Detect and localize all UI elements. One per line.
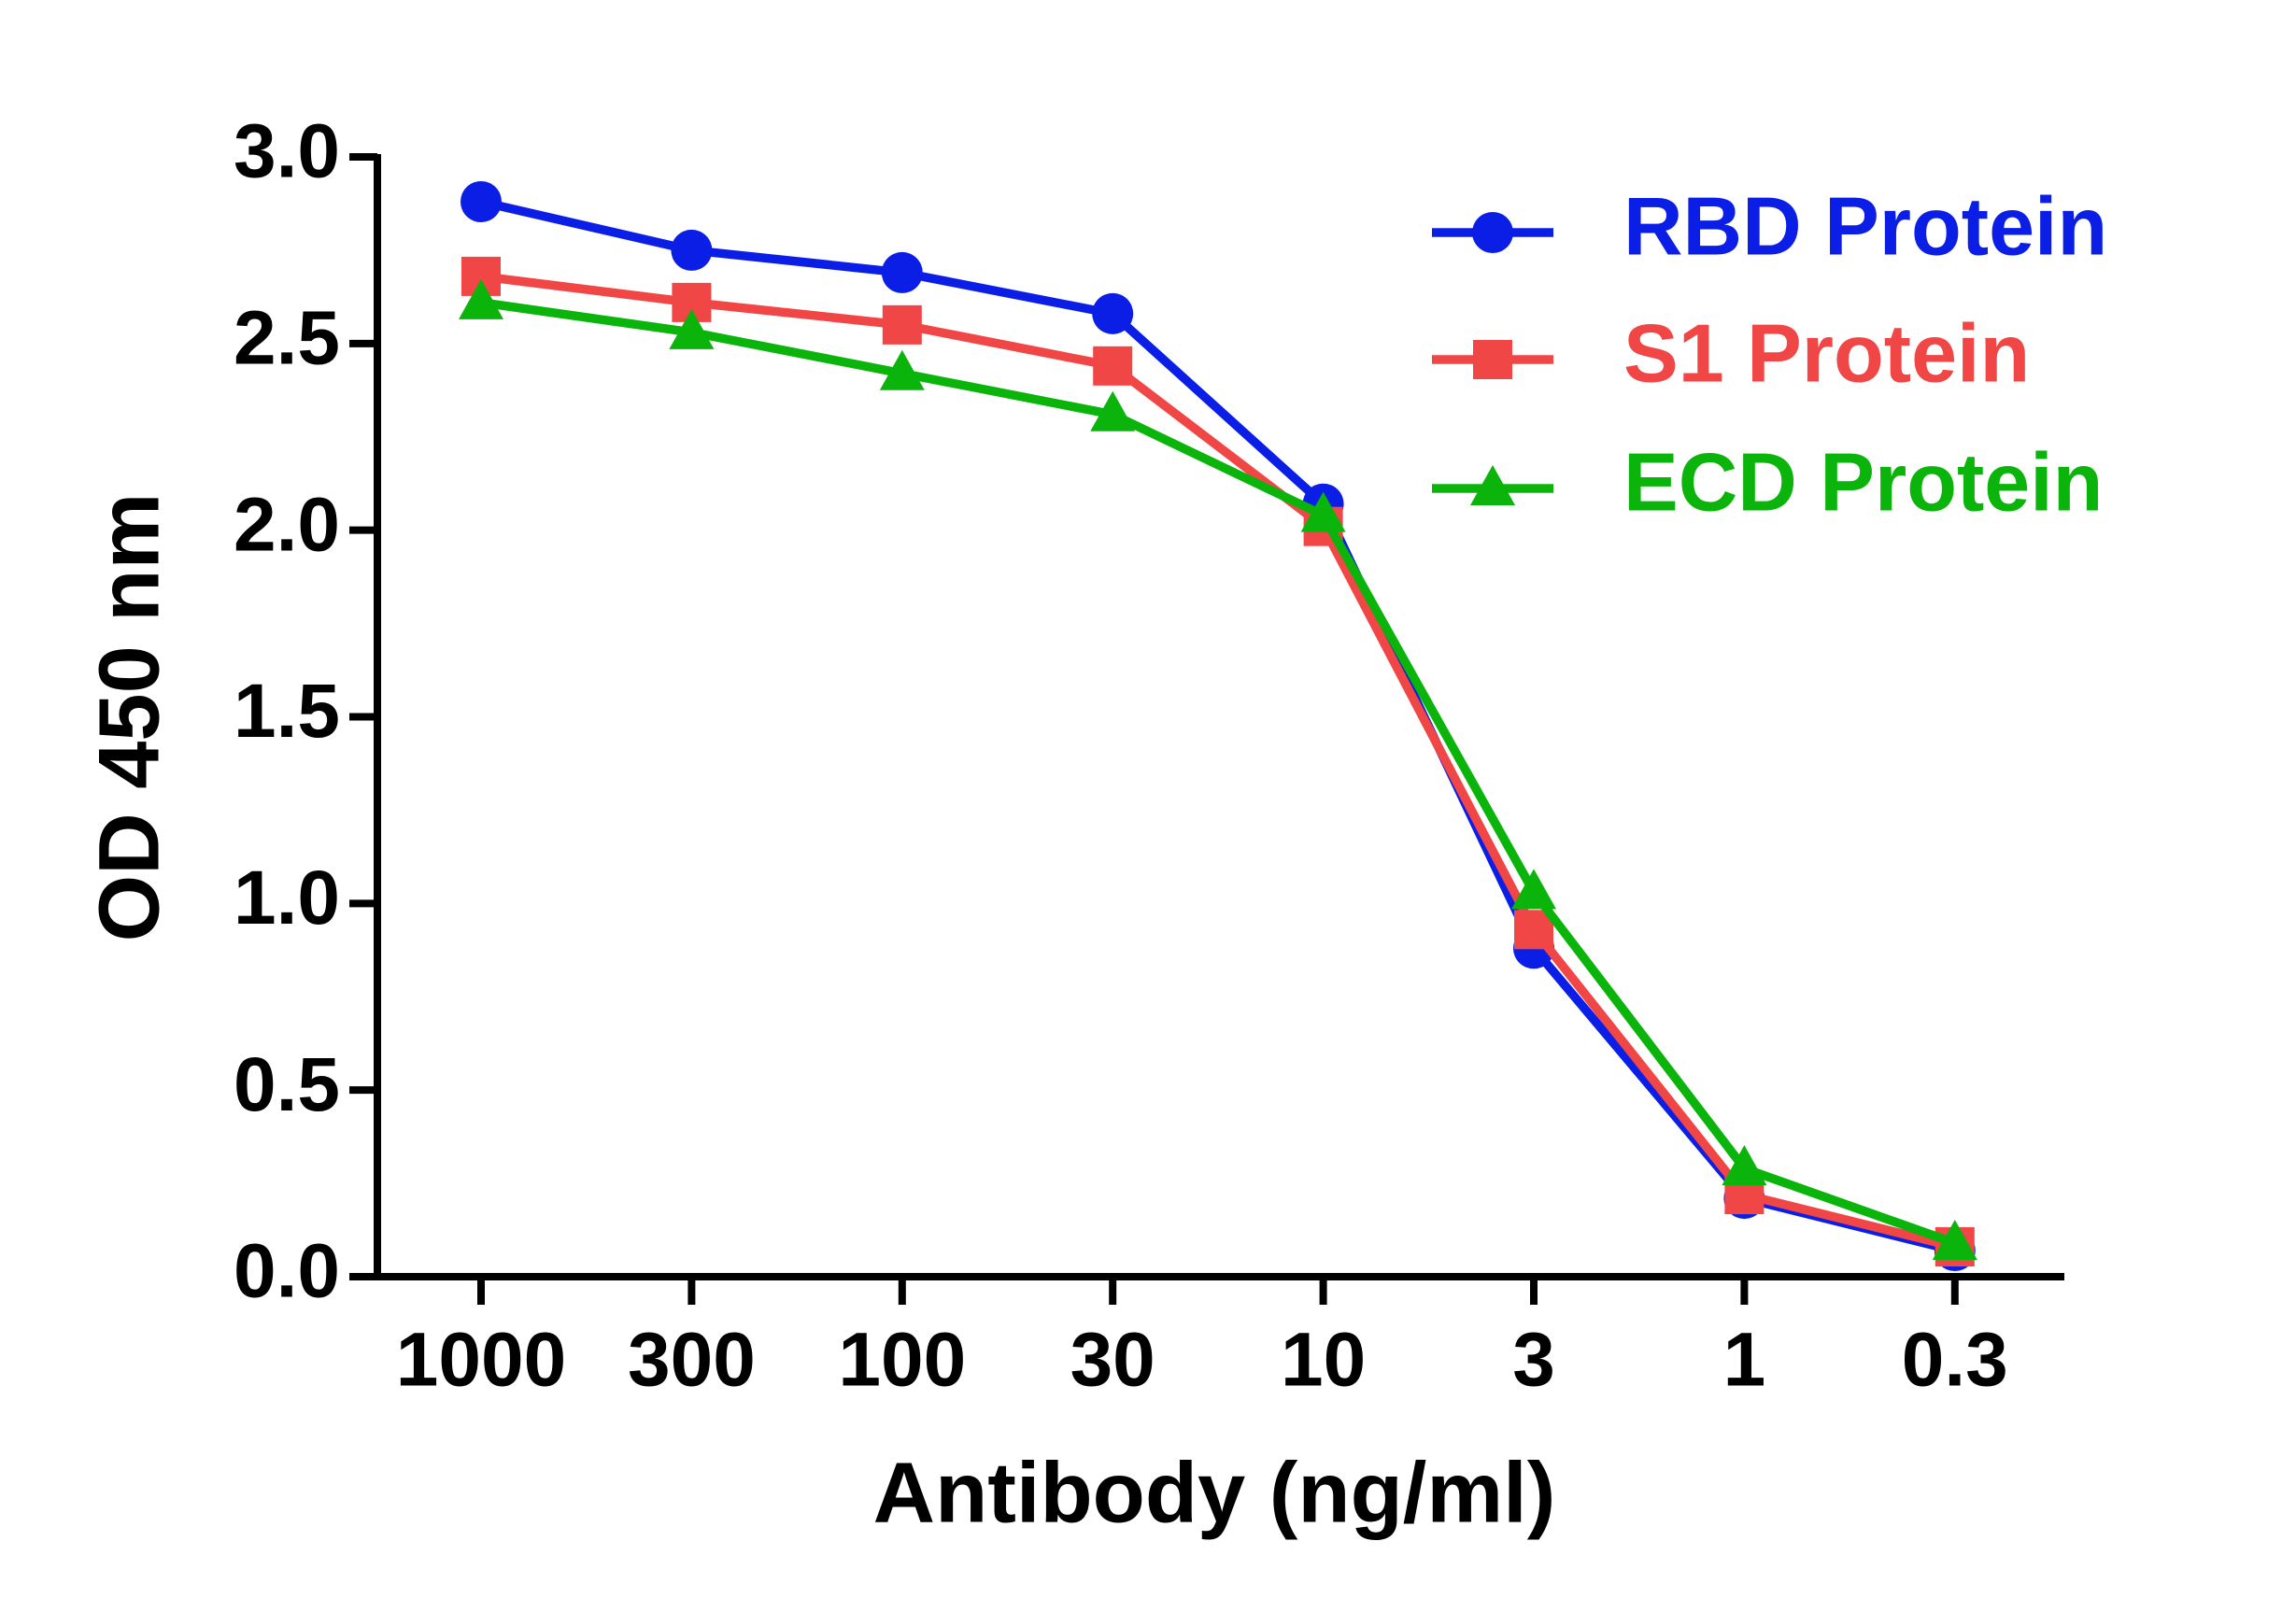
y-tick-label: 0.5	[234, 1042, 340, 1127]
data-point	[1722, 1145, 1767, 1186]
data-point	[671, 229, 713, 271]
data-point	[1300, 491, 1346, 532]
series-line	[480, 272, 1956, 1251]
data-point	[1511, 869, 1556, 910]
y-tick-label: 1.0	[234, 855, 340, 940]
x-tick-label: 1000	[396, 1318, 566, 1403]
x-tick-label: 0.3	[1902, 1318, 2008, 1403]
legend-label: ECD Protein	[1623, 435, 2103, 528]
x-tick-label: 30	[1070, 1318, 1155, 1403]
x-tick-label: 10	[1281, 1318, 1366, 1403]
data-point	[882, 304, 922, 345]
data-point	[1092, 292, 1134, 334]
data-point	[881, 251, 923, 293]
data-point	[461, 180, 502, 222]
y-tick-label: 1.5	[234, 669, 340, 754]
data-point	[669, 308, 715, 349]
y-tick-label: 2.5	[234, 295, 340, 380]
y-tick-label: 0.0	[234, 1229, 340, 1314]
y-axis-title: OD 450 nm	[81, 493, 177, 942]
legend-label: RBD Protein	[1623, 179, 2107, 272]
data-point	[879, 349, 925, 390]
x-tick-label: 1	[1723, 1318, 1766, 1403]
x-axis-title: Antibody (ng/ml)	[873, 1445, 1556, 1540]
legend-label: S1 Protein	[1623, 306, 2030, 399]
x-tick-label: 3	[1512, 1318, 1555, 1403]
x-tick-label: 300	[628, 1318, 756, 1403]
legend-marker	[1472, 212, 1513, 253]
x-tick-label: 100	[838, 1318, 966, 1403]
y-tick-label: 3.0	[234, 109, 340, 194]
data-point	[1093, 346, 1133, 386]
legend-marker	[1470, 465, 1515, 505]
legend-marker	[1473, 340, 1512, 379]
series-line	[480, 298, 1957, 1248]
data-point	[1090, 390, 1136, 431]
data-point	[1932, 1220, 1977, 1261]
data-point	[459, 278, 503, 319]
y-tick-label: 2.0	[234, 482, 340, 567]
